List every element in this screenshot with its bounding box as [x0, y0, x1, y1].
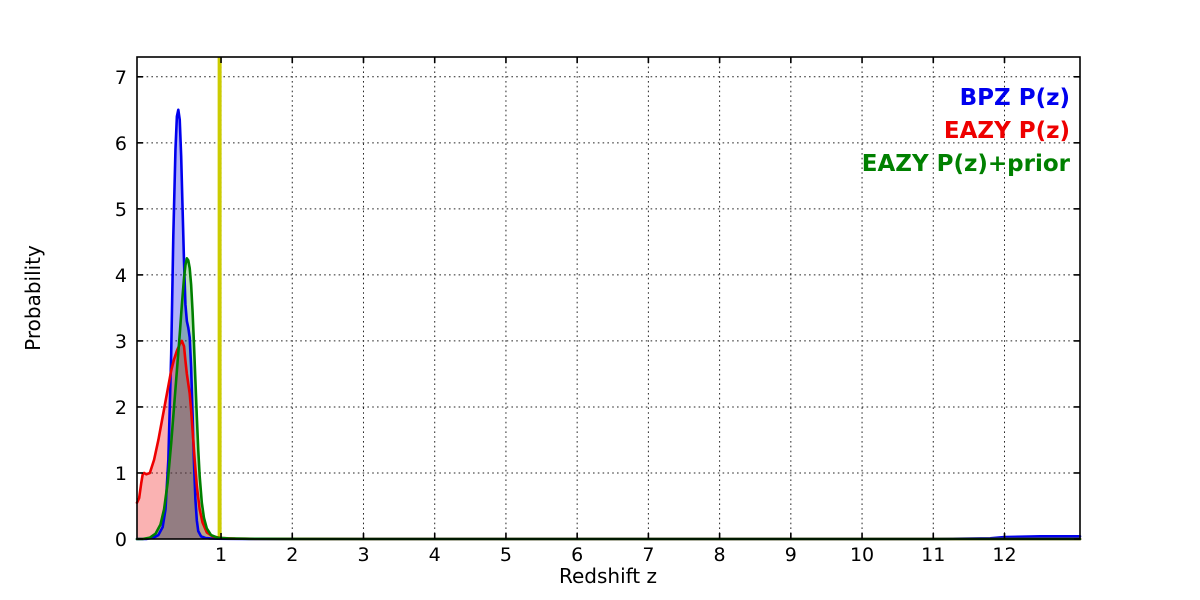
x-tick-label: 4 — [429, 544, 441, 566]
y-tick-label: 6 — [115, 133, 127, 155]
y-tick-label: 4 — [115, 265, 127, 287]
series-fill-eazy-p-z-prior — [137, 258, 1080, 539]
legend-entry-bpz-p-z: BPZ P(z) — [960, 85, 1070, 111]
x-tick-label: 12 — [992, 544, 1016, 566]
x-tick-label: 5 — [500, 544, 512, 566]
y-tick-label: 1 — [115, 463, 127, 485]
x-tick-label: 3 — [357, 544, 369, 566]
x-tick-label: 6 — [571, 544, 583, 566]
y-axis-title: Probability — [21, 245, 45, 351]
y-tick-label: 0 — [115, 529, 127, 551]
x-tick-label: 8 — [714, 544, 726, 566]
y-tick-label: 2 — [115, 397, 127, 419]
x-tick-label: 1 — [215, 544, 227, 566]
series-line-eazy-p-z-prior — [135, 257, 1082, 541]
x-tick-label: 9 — [785, 544, 797, 566]
legend-entry-eazy-p-z-prior: EAZY P(z)+prior — [862, 151, 1071, 177]
axes-frame — [136, 56, 1081, 540]
x-axis-tick-labels: 1 2 3 4 5 6 7 8 9 10 11 12 — [215, 544, 1017, 566]
x-tick-label: 11 — [921, 544, 945, 566]
legend-entry-eazy-p-z: EAZY P(z) — [944, 118, 1070, 144]
y-tick-label: 3 — [115, 331, 127, 353]
x-tick-label: 2 — [286, 544, 298, 566]
series-fill-eazy-p-z — [137, 340, 1080, 539]
series-line-eazy-p-z — [135, 339, 1082, 541]
plot-frame — [136, 56, 1081, 540]
x-axis-title: Redshift z — [559, 564, 657, 588]
x-tick-label: 7 — [642, 544, 654, 566]
grid-lines — [137, 57, 1080, 539]
legend: BPZ P(z) EAZY P(z) EAZY P(z)+prior — [862, 85, 1071, 177]
x-tick-label: 10 — [850, 544, 874, 566]
tick-marks — [137, 57, 1080, 540]
y-axis-tick-labels: 0 1 2 3 4 5 6 7 — [115, 67, 127, 551]
y-tick-label: 7 — [115, 67, 127, 89]
y-tick-label: 5 — [115, 199, 127, 221]
